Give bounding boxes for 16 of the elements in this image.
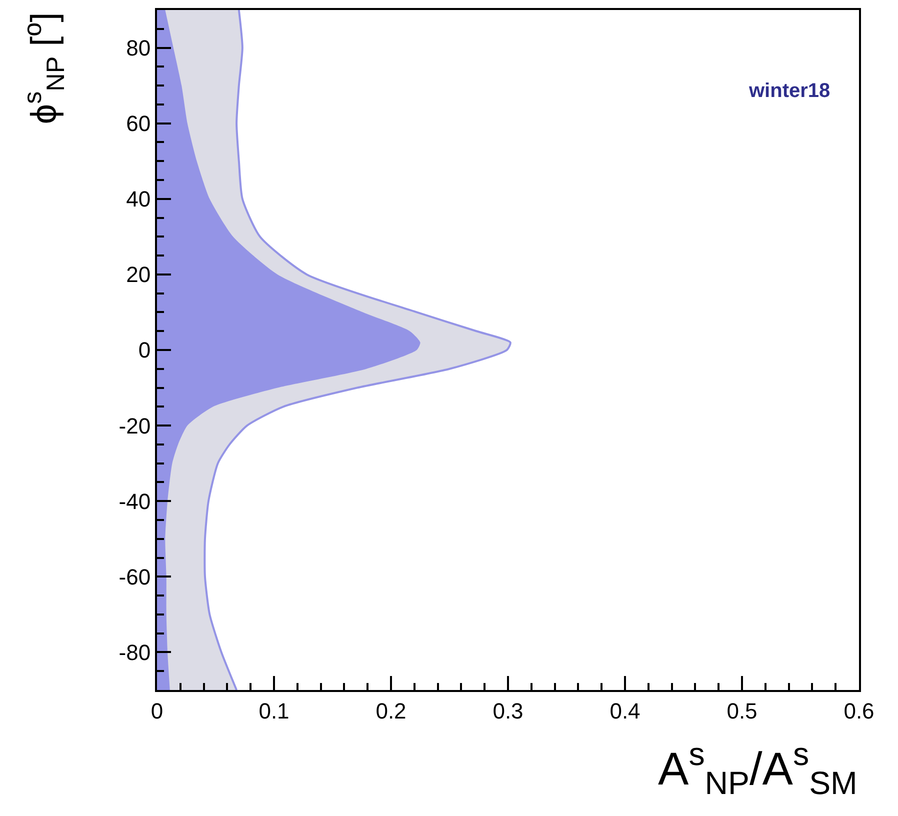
y-tick-label: -40 xyxy=(118,488,151,514)
y-tick-label: 20 xyxy=(126,262,151,288)
x-tick-label: 0.1 xyxy=(258,698,290,724)
annotation: winter18 xyxy=(748,80,830,102)
x-tick-label: 0.2 xyxy=(376,698,406,724)
x-tick-label: 0.3 xyxy=(492,698,524,724)
y-tick-label: -20 xyxy=(118,413,151,438)
y-tick-label: 60 xyxy=(126,111,151,136)
y-tick-label: -60 xyxy=(118,564,151,590)
y-tick-label: 80 xyxy=(126,35,151,60)
y-tick-label: 40 xyxy=(126,186,151,212)
x-tick-label: 0.6 xyxy=(844,698,874,724)
x-tick-label: 0.4 xyxy=(610,698,640,724)
x-tick-label: 0.5 xyxy=(726,698,758,724)
y-tick-label: -80 xyxy=(118,640,151,665)
y-tick-label: 0 xyxy=(138,338,151,363)
